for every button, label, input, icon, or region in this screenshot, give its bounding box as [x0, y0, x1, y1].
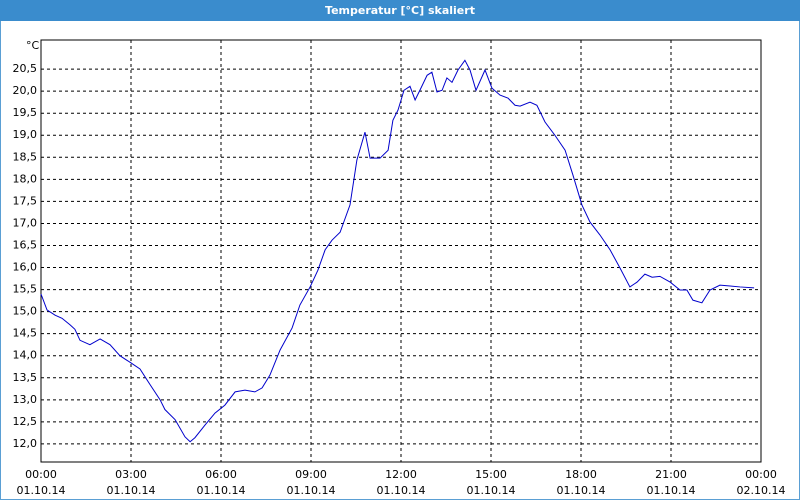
x-tick-date: 01.10.14: [107, 484, 156, 497]
y-tick-label: 16,0: [13, 261, 38, 274]
x-tick-date: 01.10.14: [287, 484, 336, 497]
x-tick-label: 15:00: [475, 468, 507, 481]
x-tick-date: 01.10.14: [647, 484, 696, 497]
x-tick-label: 06:00: [205, 468, 237, 481]
data-line: [40, 59, 755, 443]
chart-title: Temperatur [°C] skaliert: [325, 4, 475, 17]
x-tick-label: 18:00: [565, 468, 597, 481]
y-tick-label: 17,0: [13, 216, 38, 229]
x-tick-label: 12:00: [385, 468, 417, 481]
y-tick-label: 19,5: [13, 106, 38, 119]
y-unit: °C: [26, 39, 40, 52]
y-tick-label: 15,0: [13, 305, 38, 318]
y-tick-label: 19,0: [13, 128, 38, 141]
y-tick-label: 14,0: [13, 349, 38, 362]
y-tick-label: 14,5: [13, 327, 38, 340]
y-tick-label: 18,5: [13, 150, 38, 163]
x-tick-label: 00:00: [745, 468, 777, 481]
title-bar: [0, 0, 800, 21]
x-tick-date: 01.10.14: [467, 484, 516, 497]
y-tick-label: 17,5: [13, 194, 38, 207]
x-tick-date: 01.10.14: [197, 484, 246, 497]
y-tick-label: 20,5: [13, 62, 38, 75]
x-tick-label: 03:00: [115, 468, 147, 481]
y-tick-label: 20,0: [13, 84, 38, 97]
x-tick-label: 00:00: [25, 468, 57, 481]
x-tick-date: 01.10.14: [377, 484, 426, 497]
y-tick-label: 13,0: [13, 393, 38, 406]
y-tick-label: 15,5: [13, 283, 38, 296]
y-tick-label: 12,0: [13, 437, 38, 450]
y-tick-label: 18,0: [13, 172, 38, 185]
y-tick-label: 13,5: [13, 371, 38, 384]
y-tick-label: 16,5: [13, 238, 38, 251]
x-tick-date: 01.10.14: [557, 484, 606, 497]
x-tick-date: 01.10.14: [17, 484, 66, 497]
y-tick-label: 12,5: [13, 415, 38, 428]
x-tick-date: 02.10.14: [737, 484, 786, 497]
x-tick-label: 21:00: [655, 468, 687, 481]
x-tick-label: 09:00: [295, 468, 327, 481]
